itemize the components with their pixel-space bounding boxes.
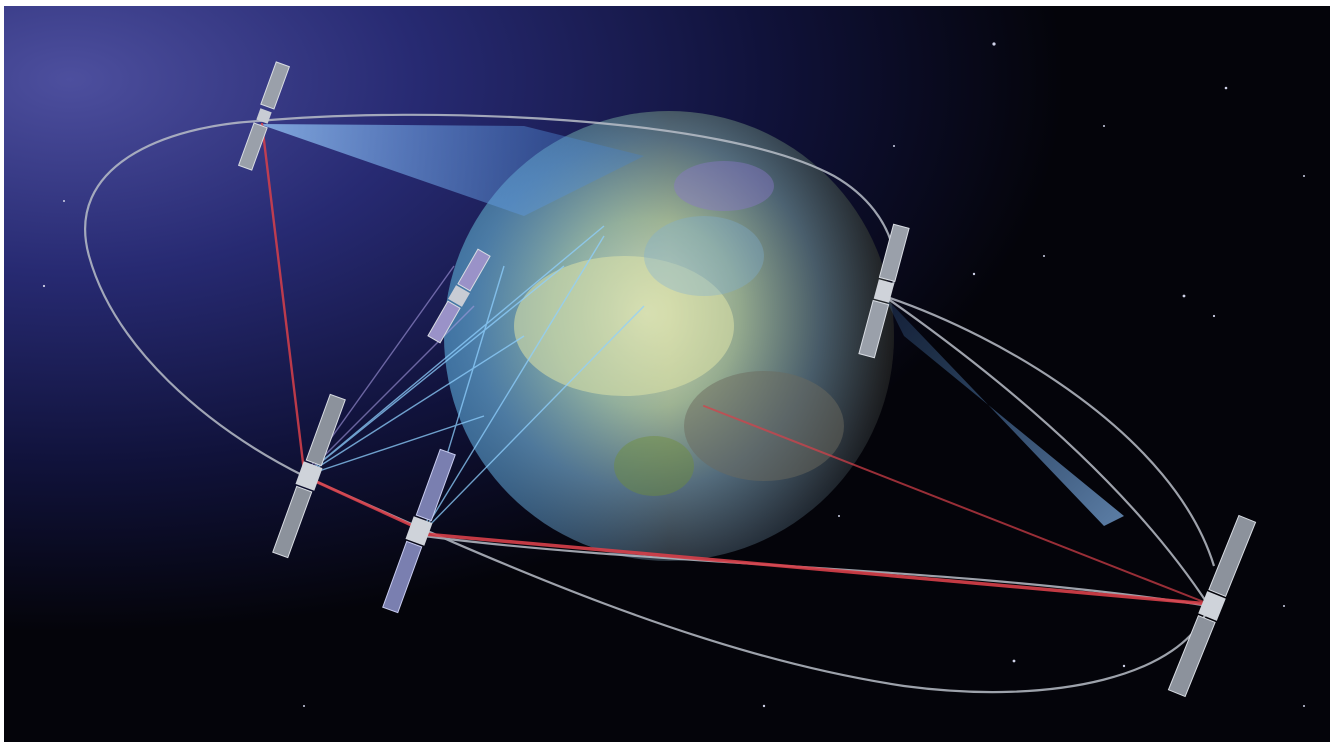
stars (42, 42, 1305, 708)
communication-beams (259, 124, 1124, 532)
satellite-icon (237, 61, 291, 171)
satellite-icon (427, 248, 491, 344)
scene-frame (4, 6, 1330, 742)
earth-icon (444, 111, 894, 561)
satellite-icon (858, 223, 910, 359)
satellite-icon (1167, 514, 1257, 698)
space-scene (4, 6, 1330, 742)
laser-links (260, 122, 1211, 606)
satellite-icon (272, 393, 346, 559)
satellite-icon (382, 448, 456, 614)
